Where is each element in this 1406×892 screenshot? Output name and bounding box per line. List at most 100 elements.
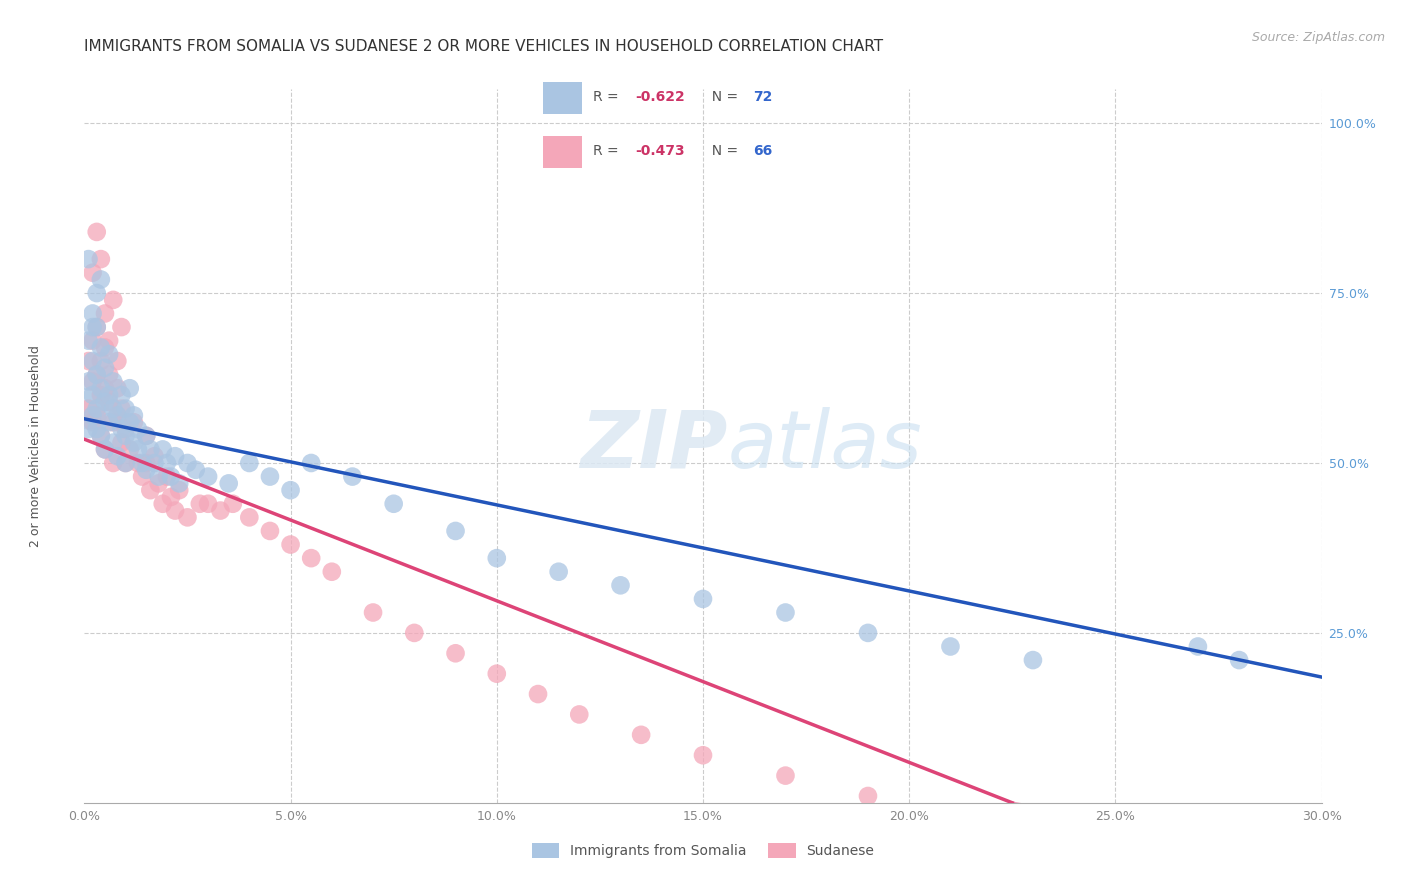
Point [485,551,508,566]
Point [90,272,112,286]
Point [98,334,121,348]
Point [118,442,141,457]
Point [82,306,104,320]
Point [94,306,117,320]
Bar [543,82,582,114]
Point [160,469,183,483]
Point [165,449,187,463]
Point [103,375,125,389]
Point [692,591,714,606]
Point [547,565,569,579]
Point [77,334,100,348]
Point [90,429,112,443]
Point [218,476,240,491]
Point [167,476,190,491]
Point [184,463,207,477]
Point [135,456,157,470]
Point [105,409,128,423]
Point [94,442,117,457]
Text: IMMIGRANTS FROM SOMALIA VS SUDANESE 2 OR MORE VEHICLES IN HOUSEHOLD CORRELATION : IMMIGRANTS FROM SOMALIA VS SUDANESE 2 OR… [84,38,883,54]
Point [98,415,121,429]
Point [280,537,302,551]
Point [105,409,128,423]
Point [127,422,149,436]
Point [86,422,108,436]
Point [82,415,104,429]
Point [148,469,170,483]
Point [775,606,797,620]
Point [152,497,174,511]
Point [127,442,149,457]
Point [135,463,157,477]
Point [609,578,631,592]
Point [222,497,245,511]
Point [131,456,153,470]
Text: Source: ZipAtlas.com: Source: ZipAtlas.com [1251,31,1385,45]
Point [176,510,198,524]
Point [321,565,343,579]
Point [139,483,162,498]
Point [94,394,117,409]
Point [361,606,384,620]
Point [82,334,104,348]
Point [382,497,405,511]
Point [77,401,100,416]
Point [176,456,198,470]
Point [148,476,170,491]
Point [122,435,145,450]
Point [342,469,364,483]
Point [259,524,281,538]
Point [94,381,117,395]
Point [82,409,104,423]
Point [82,354,104,368]
Point [1187,640,1209,654]
Point [86,286,108,301]
Point [135,429,157,443]
Point [82,388,104,402]
Point [103,293,125,307]
Point [77,375,100,389]
Text: N =: N = [703,90,742,104]
Point [165,503,187,517]
Point [77,422,100,436]
Point [209,503,232,517]
Text: 72: 72 [754,90,773,104]
Text: 66: 66 [754,144,773,158]
Point [110,388,132,402]
Point [86,320,108,334]
Point [527,687,550,701]
Point [127,456,149,470]
Point [156,469,179,483]
Text: ZIP: ZIP [581,407,728,485]
Point [82,320,104,334]
Point [90,381,112,395]
Point [90,341,112,355]
Point [86,368,108,382]
Point [160,490,183,504]
Text: R =: R = [593,144,623,158]
Point [82,375,104,389]
Point [143,449,166,463]
Text: -0.622: -0.622 [636,90,685,104]
Text: N =: N = [703,144,742,158]
Point [103,456,125,470]
Point [485,666,508,681]
Point [156,456,179,470]
Point [299,551,322,566]
Point [122,409,145,423]
Point [280,483,302,498]
Point [86,409,108,423]
Point [90,252,112,266]
Point [238,456,260,470]
Point [110,435,132,450]
Point [404,626,426,640]
Point [1227,653,1250,667]
Point [105,381,128,395]
Point [167,483,190,498]
Point [90,354,112,368]
Point [86,225,108,239]
Point [139,442,162,457]
Point [692,748,714,763]
Point [105,449,128,463]
Point [103,435,125,450]
